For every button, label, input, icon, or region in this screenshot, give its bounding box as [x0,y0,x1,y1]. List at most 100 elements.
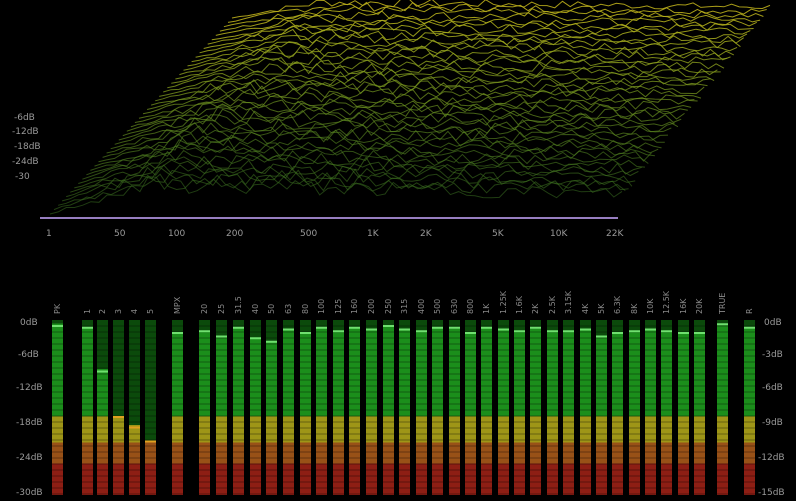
meter-fill [82,416,93,443]
meter-channel-label: 40 [251,304,260,314]
meter-channel-label: 16K [679,298,688,314]
meter-fill [416,330,427,417]
meter-fill [465,442,476,464]
meter-fill [283,442,294,464]
meter-fill [113,416,124,443]
frequency-label: 1 [46,229,52,239]
right-scale-label: -15dB [758,488,785,498]
waterfall-trace [171,57,721,84]
meter-fill [366,416,377,443]
waterfall-display: -6dB -12dB -18dB -24dB -30 1 50 100 200 … [12,0,771,239]
meter-fill [717,325,728,417]
meter-peak-hold [678,332,689,334]
meter-fill [113,463,124,495]
meter-fill [199,442,210,464]
meter-fill [97,442,108,464]
meter-fill [694,442,705,464]
meter-channel-label: TRUE [718,293,727,315]
meter-peak-hold [82,326,93,329]
meter-peak-hold [172,332,183,334]
waterfall-level-label: -30 [15,172,30,182]
meter-fill [563,442,574,464]
meter-fill [266,416,277,443]
waterfall-trace [61,166,633,202]
meter-channel-label: 12.5K [662,290,671,314]
meter-channel-label: 400 [417,299,426,314]
waterfall-surface [49,0,771,215]
waterfall-trace [53,173,626,211]
left-scale-label: 0dB [20,318,38,328]
meter-fill [383,416,394,443]
meter-fill [52,463,63,495]
meter-fill [432,442,443,464]
meter-fill [333,442,344,464]
meter-peak-hold [629,330,640,333]
waterfall-trace [163,66,715,93]
meter-fill [481,463,492,495]
meter-fill [481,442,492,464]
meter-fill [629,332,640,417]
meter-peak-hold [580,328,591,331]
meter-bars: PK 1 2 3 4 5 MPX 20 25 31.5 40 50 63 80 100 125 160 200 25… [52,290,755,495]
meter-fill [449,463,460,495]
meter-fill [661,442,672,464]
meter-fill [465,416,476,443]
meter-peak-hold [530,326,541,329]
meter-peak-hold [612,332,623,334]
meter-peak-hold [283,328,294,331]
meter-fill [661,416,672,443]
meter-peak-hold [498,328,509,331]
waterfall-trace [126,102,685,132]
meter-fill [563,416,574,443]
meter-fill [266,442,277,464]
meter-fill [97,463,108,495]
meter-channel-label: 250 [384,299,393,314]
meter-fill [52,442,63,464]
meter-peak-hold [694,332,705,334]
meter-fill [172,416,183,443]
meter-fill [233,442,244,464]
frequency-label: 200 [226,229,243,239]
meter-fill [399,328,410,417]
waterfall-trace [227,1,767,23]
meter-fill [416,416,427,443]
meter-channel-label: PK [53,303,62,314]
waterfall-trace [203,24,748,49]
waterfall-trace [82,144,649,180]
meter-peak-hold [113,416,124,418]
waterfall-trace [219,10,761,32]
meter-fill [547,463,558,495]
meter-channel-label: 8K [630,303,639,314]
waterfall-trace [187,41,735,67]
meter-fill [333,463,344,495]
waterfall-trace [86,141,652,176]
meter-peak-hold [333,330,344,333]
meter-fill [514,332,525,417]
meter-fill [233,327,244,417]
meter-channel-label: 63 [284,304,293,314]
meter-channel-label: 20 [200,304,209,314]
meter-fill [300,334,311,417]
meter-fill [744,463,755,495]
meter-fill [498,416,509,443]
meter-fill [465,463,476,495]
meter-fill [449,442,460,464]
meter-fill [612,416,623,443]
meter-fill [744,416,755,443]
meter-fill [266,463,277,495]
meter-fill [629,442,640,464]
meter-fill [216,337,227,417]
meter-channel-label: 125 [334,299,343,314]
meter-fill [250,416,261,443]
meter-peak-hold [563,330,574,333]
meter-peak-hold [449,326,460,329]
waterfall-level-label: -12dB [12,127,39,137]
meter-channel-label: MPX [173,296,182,314]
meter-peak-hold [416,330,427,333]
meter-fill [216,416,227,443]
meter-track [129,320,140,495]
meter-track [145,320,156,495]
meter-fill [333,416,344,443]
meter-fill [629,416,640,443]
meter-fill [216,463,227,495]
